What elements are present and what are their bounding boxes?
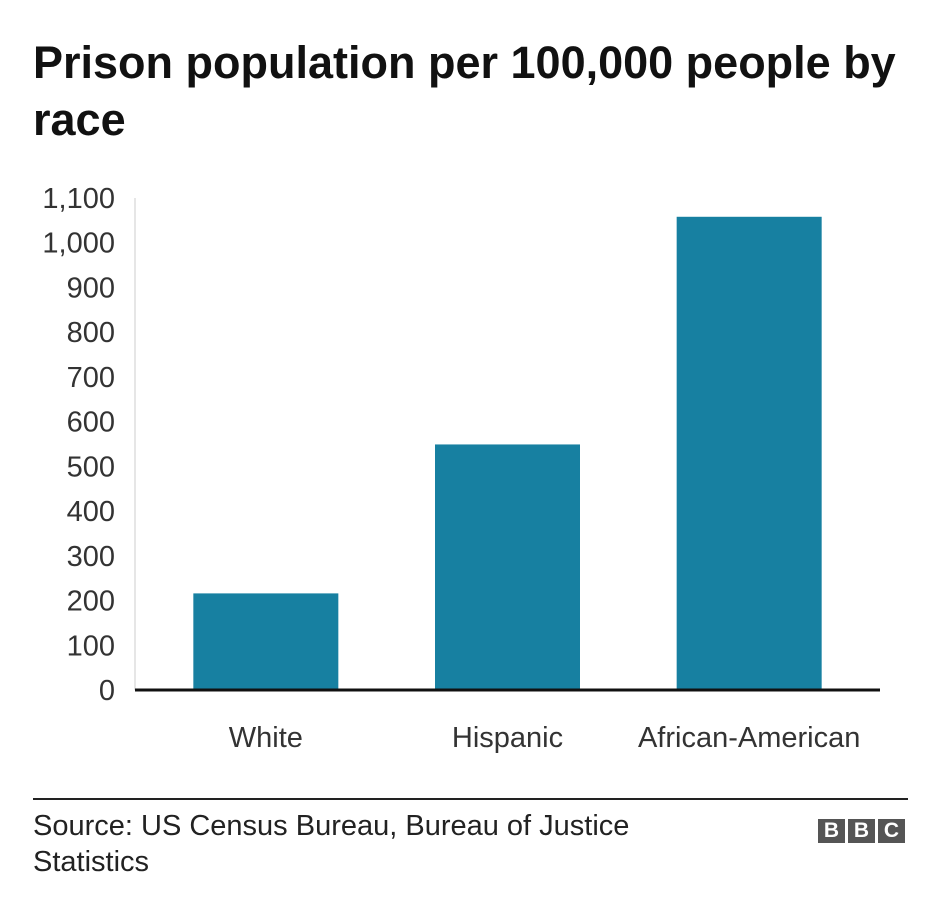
bars xyxy=(193,216,822,690)
y-tick-label: 100 xyxy=(67,630,115,662)
y-tick-label: 600 xyxy=(67,407,115,439)
source-note: Source: US Census Bureau, Bureau of Just… xyxy=(33,810,630,878)
bar-chart: 0 100 200 300 400 500 600 700 800 900 1,000 1,100 W… xyxy=(42,183,880,754)
y-tick-label: 700 xyxy=(67,362,115,394)
bar-hispanic xyxy=(435,444,580,690)
x-axis-labels: White Hispanic African-American xyxy=(229,722,861,754)
y-tick-label: 400 xyxy=(67,496,115,528)
y-tick-label: 200 xyxy=(67,586,115,618)
x-tick-label: African-American xyxy=(638,722,860,754)
bbc-logo: B B C xyxy=(818,819,905,843)
bbc-logo-letter-b1: B xyxy=(818,819,845,843)
y-tick-label: 500 xyxy=(67,451,115,483)
bar-white xyxy=(193,593,339,690)
chart-title: Prison population per 100,000 people by … xyxy=(33,37,896,145)
y-tick-label: 1,100 xyxy=(42,183,115,215)
y-tick-label: 800 xyxy=(67,317,115,349)
x-tick-label: White xyxy=(229,722,303,754)
y-tick-label: 300 xyxy=(67,541,115,573)
bbc-logo-letter-b2: B xyxy=(848,819,875,843)
y-tick-label: 0 xyxy=(99,675,115,707)
y-tick-label: 1,000 xyxy=(42,228,115,260)
bbc-logo-letter-c: C xyxy=(878,819,905,843)
y-tick-label: 900 xyxy=(67,272,115,304)
x-tick-label: Hispanic xyxy=(452,722,563,754)
y-axis-ticks: 0 100 200 300 400 500 600 700 800 900 1,000 1,100 xyxy=(42,183,115,707)
bar-african-american xyxy=(676,216,822,690)
footer-divider xyxy=(33,798,908,800)
